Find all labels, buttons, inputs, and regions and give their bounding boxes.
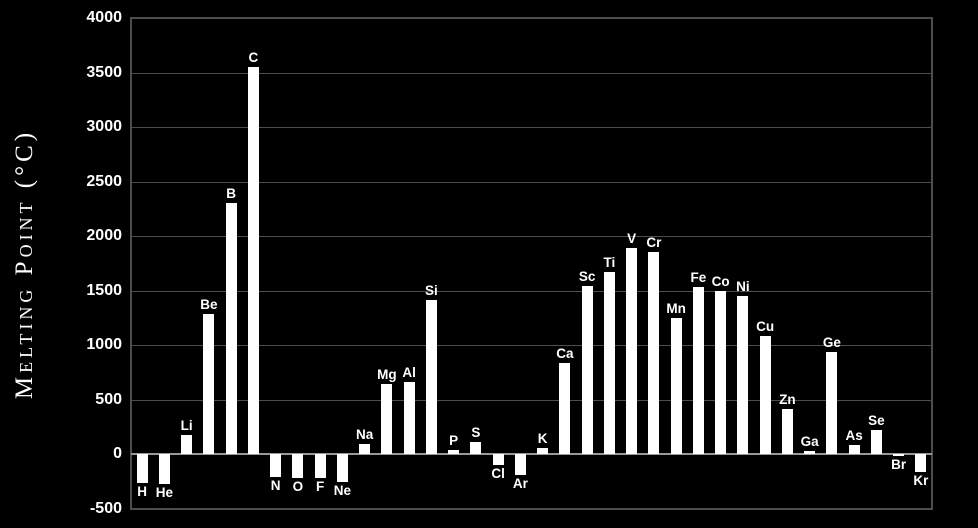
y-tick-2500: 2500 bbox=[86, 172, 122, 190]
y-tick--500: -500 bbox=[89, 500, 122, 517]
y-tick-1500: 1500 bbox=[86, 281, 122, 299]
y-tick-3500: 3500 bbox=[86, 63, 122, 81]
y-tick-0: 0 bbox=[113, 445, 122, 463]
y-tick-4000: 4000 bbox=[86, 9, 122, 26]
y-tick-3000: 3000 bbox=[86, 118, 122, 136]
y-tick-500: 500 bbox=[95, 390, 122, 408]
plot-area-border bbox=[130, 17, 933, 510]
y-tick-2000: 2000 bbox=[86, 227, 122, 245]
y-axis-title: Melting Point (°C) bbox=[11, 128, 38, 400]
y-tick-1000: 1000 bbox=[86, 336, 122, 354]
